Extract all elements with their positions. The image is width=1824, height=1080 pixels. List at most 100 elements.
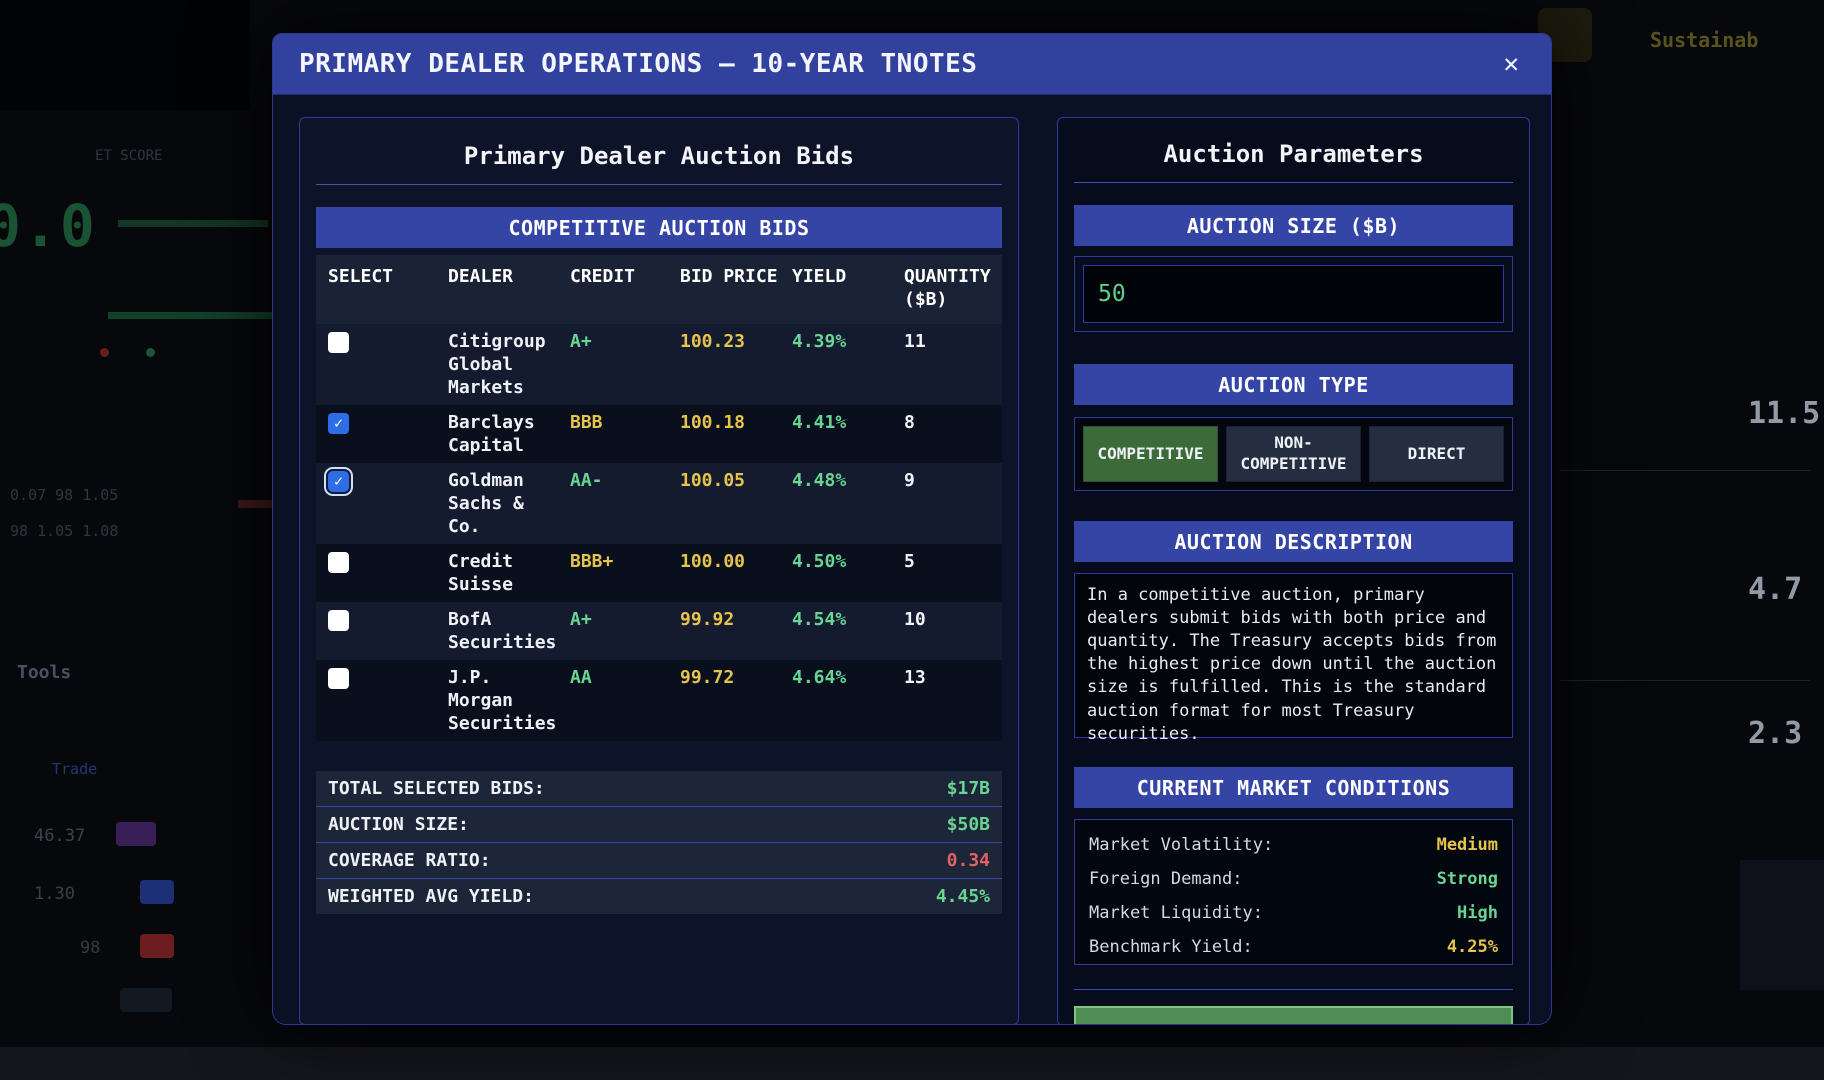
condition-label: Market Liquidity: (1089, 903, 1263, 923)
table-banner: COMPETITIVE AUCTION BIDS (316, 207, 1002, 248)
summary-label: AUCTION SIZE: (328, 813, 469, 835)
auction-type-group: COMPETITIVE NON-COMPETITIVE DIRECT (1074, 417, 1513, 491)
row-checkbox[interactable]: ✓ (324, 466, 353, 496)
modal-dialog: PRIMARY DEALER OPERATIONS — 10-YEAR TNOT… (272, 33, 1552, 1025)
bg-taskbar (0, 1047, 1824, 1080)
yield-cell: 4.39% (792, 330, 847, 352)
market-conditions-header: CURRENT MARKET CONDITIONS (1074, 767, 1513, 808)
yield-cell: 4.41% (792, 411, 847, 433)
quantity-cell: 13 (904, 666, 926, 688)
auction-description-text: In a competitive auction, primary dealer… (1074, 573, 1513, 744)
summary-value: $17B (946, 777, 990, 799)
condition-label: Foreign Demand: (1089, 869, 1243, 889)
bg-status-dot-red (100, 348, 109, 357)
table-row: ✓ Goldman Sachs & Co. AA- 100.05 4.48% 9 (316, 462, 1002, 544)
row-checkbox[interactable]: ✓ (328, 412, 349, 434)
condition-value: Medium (1436, 835, 1498, 855)
row-checkbox[interactable] (328, 331, 349, 353)
bid-price-cell: 100.18 (680, 411, 746, 433)
summary-row: WEIGHTED AVG YIELD: 4.45% (316, 879, 1002, 914)
select-cell (316, 330, 436, 353)
bg-brand-label: Sustainab (1650, 28, 1759, 52)
market-conditions-box: Market Volatility: Medium Foreign Demand… (1074, 819, 1513, 965)
close-icon: ✕ (1503, 49, 1519, 79)
bg-right-value: 2.3 (1748, 716, 1803, 751)
bg-pill (120, 988, 172, 1012)
summary-row: TOTAL SELECTED BIDS: $17B (316, 771, 1002, 807)
yield-cell: 4.50% (792, 550, 847, 572)
condition-label: Benchmark Yield: (1089, 937, 1253, 957)
summary-label: COVERAGE RATIO: (328, 849, 491, 871)
row-checkbox[interactable] (328, 609, 349, 631)
bid-price-cell: 100.23 (680, 330, 746, 352)
bg-trade-label: Trade (52, 760, 98, 778)
bg-progress-bar (118, 220, 268, 227)
bg-big-value: 0.0 (0, 192, 97, 260)
condition-row: Market Volatility: Medium (1089, 828, 1498, 862)
auction-description-header: AUCTION DESCRIPTION (1074, 521, 1513, 562)
bg-pill (116, 822, 156, 846)
table-row: ✓ Barclays Capital BBB 100.18 4.41% 8 (316, 404, 1002, 463)
select-cell (316, 550, 436, 573)
bg-status-dot-green (146, 348, 155, 357)
summary-section: TOTAL SELECTED BIDS: $17B AUCTION SIZE: … (316, 770, 1002, 914)
auction-type-button[interactable]: DIRECT (1369, 426, 1504, 482)
table-row: J.P. Morgan Securities AA 99.72 4.64% 13 (316, 659, 1002, 741)
column-header-bidprice: BID PRICE (680, 266, 778, 287)
quantity-cell: 9 (904, 469, 915, 491)
summary-row: COVERAGE RATIO: 0.34 (316, 843, 1002, 879)
bg-divider (1560, 470, 1810, 471)
column-header-dealer: DEALER (448, 266, 514, 287)
quantity-cell: 8 (904, 411, 915, 433)
column-header-yield: YIELD (792, 266, 847, 287)
summary-value: 0.34 (946, 849, 990, 871)
title-underline (316, 184, 1002, 185)
submit-button[interactable] (1074, 1006, 1513, 1024)
dealer-cell: Credit Suisse (448, 550, 514, 595)
condition-row: Foreign Demand: Strong (1089, 862, 1498, 896)
auction-size-header: AUCTION SIZE ($B) (1074, 205, 1513, 246)
summary-label: WEIGHTED AVG YIELD: (328, 885, 534, 907)
condition-label: Market Volatility: (1089, 835, 1274, 855)
select-cell: ✓ (316, 466, 436, 496)
summary-value: 4.45% (935, 885, 990, 907)
table-row: BofA Securities A+ 99.92 4.54% 10 (316, 601, 1002, 660)
close-button[interactable]: ✕ (1497, 47, 1525, 81)
row-checkbox[interactable] (328, 667, 349, 689)
credit-cell: AA- (570, 469, 603, 491)
bg-value: 46.37 (34, 826, 86, 846)
auction-size-input-wrap (1074, 256, 1513, 332)
bid-price-cell: 99.92 (680, 608, 735, 630)
auction-type-header: AUCTION TYPE (1074, 364, 1513, 405)
credit-cell: A+ (570, 608, 592, 630)
params-panel: Auction Parameters AUCTION SIZE ($B) AUC… (1057, 117, 1530, 1024)
condition-value: High (1457, 903, 1498, 923)
condition-row: Benchmark Yield: 4.25% (1089, 930, 1498, 964)
dealer-cell: Goldman Sachs & Co. (448, 469, 524, 537)
bg-divider (1560, 680, 1810, 681)
row-checkbox[interactable] (328, 551, 349, 573)
select-cell (316, 666, 436, 689)
title-underline (1074, 182, 1513, 183)
bg-number-row: 0.07 98 1.05 (10, 486, 119, 504)
bg-progress-bar (108, 312, 348, 319)
bids-panel: Primary Dealer Auction Bids COMPETITIVE … (299, 117, 1019, 1024)
modal-titlebar: PRIMARY DEALER OPERATIONS — 10-YEAR TNOT… (273, 34, 1551, 95)
bg-pill (140, 934, 174, 958)
params-panel-title: Auction Parameters (1163, 140, 1424, 168)
credit-cell: AA (570, 666, 592, 688)
column-header-select: SELECT (328, 266, 394, 287)
condition-value: Strong (1436, 869, 1498, 889)
table-row: Citigroup Global Markets A+ 100.23 4.39%… (316, 323, 1002, 405)
bg-corner-block (0, 0, 250, 110)
credit-cell: BBB+ (570, 550, 614, 572)
auction-type-button[interactable]: NON-COMPETITIVE (1226, 426, 1361, 482)
auction-size-input[interactable] (1083, 265, 1504, 323)
auction-type-button[interactable]: COMPETITIVE (1083, 426, 1218, 482)
bg-value: 1.30 (34, 884, 75, 904)
condition-row: Market Liquidity: High (1089, 896, 1498, 930)
bg-score-label: ET SCORE (95, 148, 163, 164)
bg-number-row: 98 1.05 1.08 (10, 522, 119, 540)
bids-panel-title: Primary Dealer Auction Bids (463, 142, 855, 170)
dealer-cell: Barclays Capital (448, 411, 535, 456)
